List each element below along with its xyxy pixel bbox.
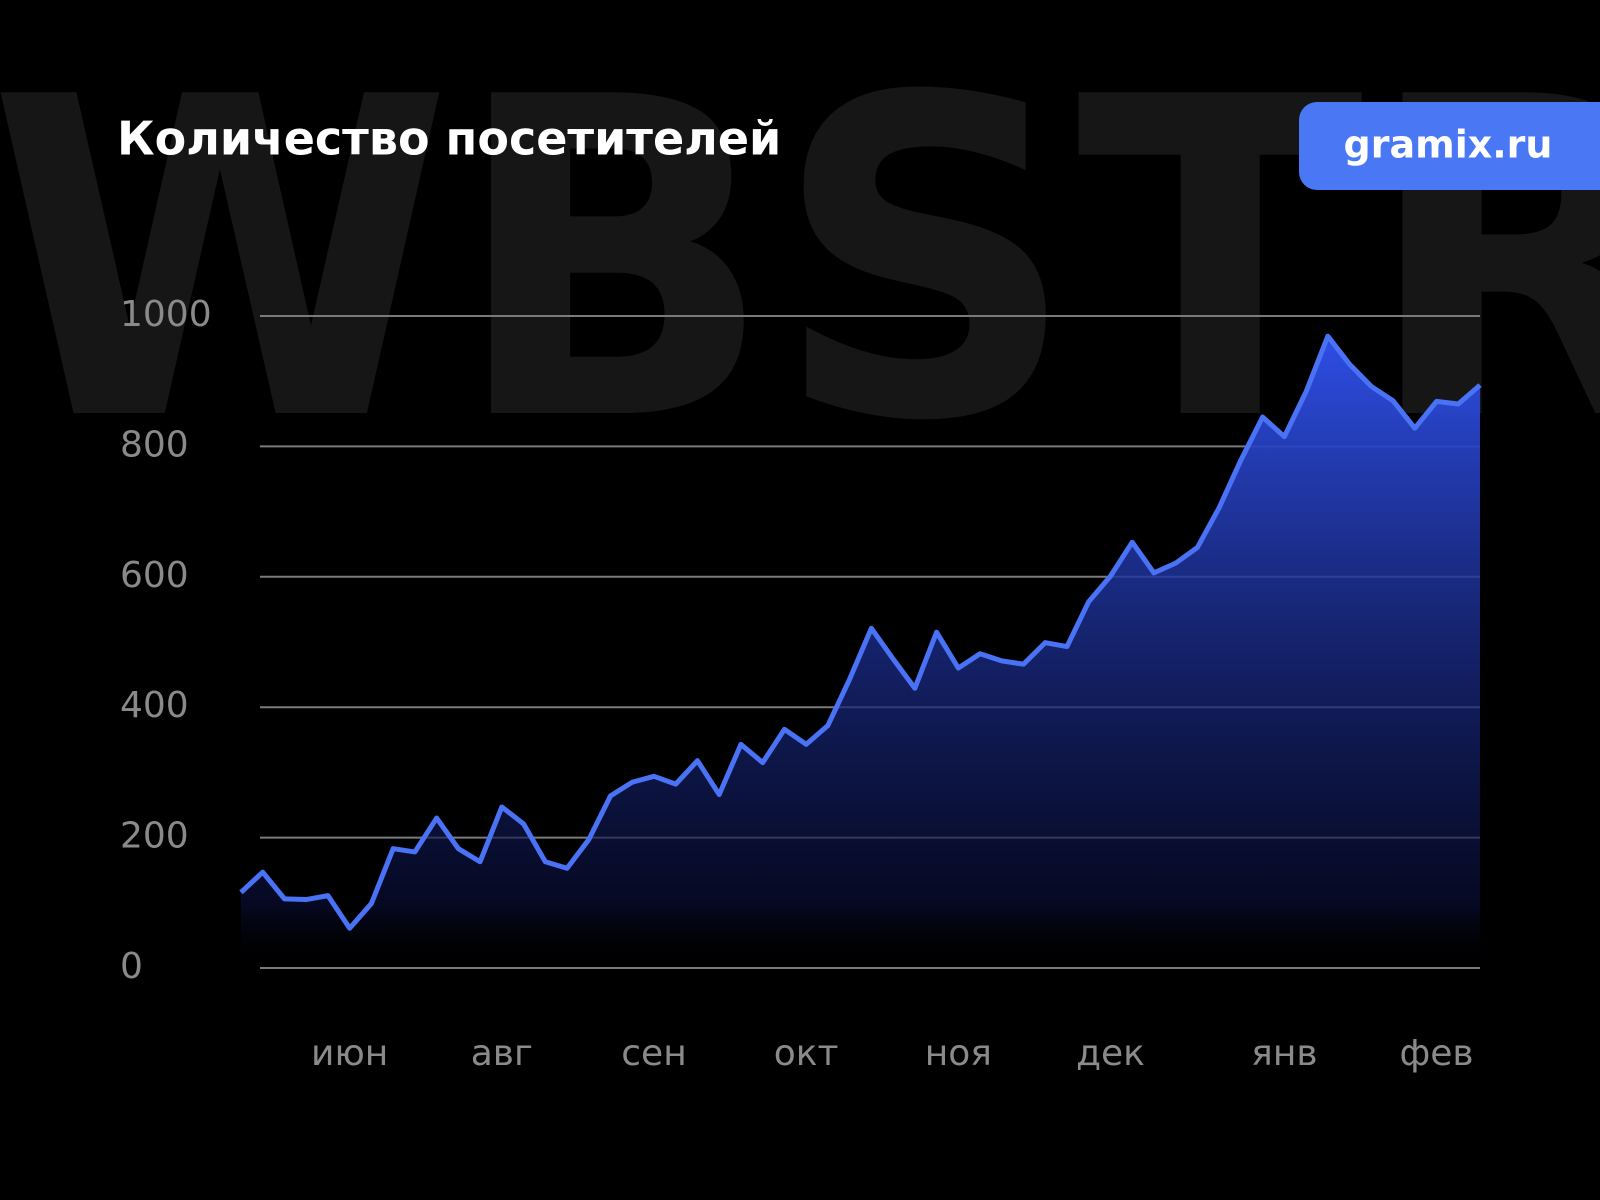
- y-tick-label: 800: [120, 424, 189, 465]
- x-tick-label: сен: [621, 1033, 686, 1074]
- y-tick-label: 0: [120, 946, 143, 987]
- y-tick-label: 600: [120, 555, 189, 596]
- x-tick-label: фев: [1399, 1033, 1473, 1074]
- chart-title: Количество посетителей: [117, 112, 781, 166]
- badge: [1299, 102, 1600, 190]
- badge-text: gramix.ru: [1344, 123, 1553, 167]
- y-tick-label: 1000: [120, 294, 212, 335]
- x-tick-label: июн: [311, 1033, 388, 1074]
- x-tick-label: окт: [774, 1033, 839, 1074]
- y-tick-label: 200: [120, 816, 189, 857]
- y-tick-label: 400: [120, 685, 189, 726]
- x-tick-label: авг: [471, 1033, 533, 1074]
- area-fill: [241, 336, 1480, 968]
- line: [239, 333, 1482, 931]
- x-tick-label: дек: [1076, 1033, 1145, 1074]
- x-tick-label: ноя: [925, 1033, 992, 1074]
- x-tick-label: янв: [1251, 1033, 1317, 1074]
